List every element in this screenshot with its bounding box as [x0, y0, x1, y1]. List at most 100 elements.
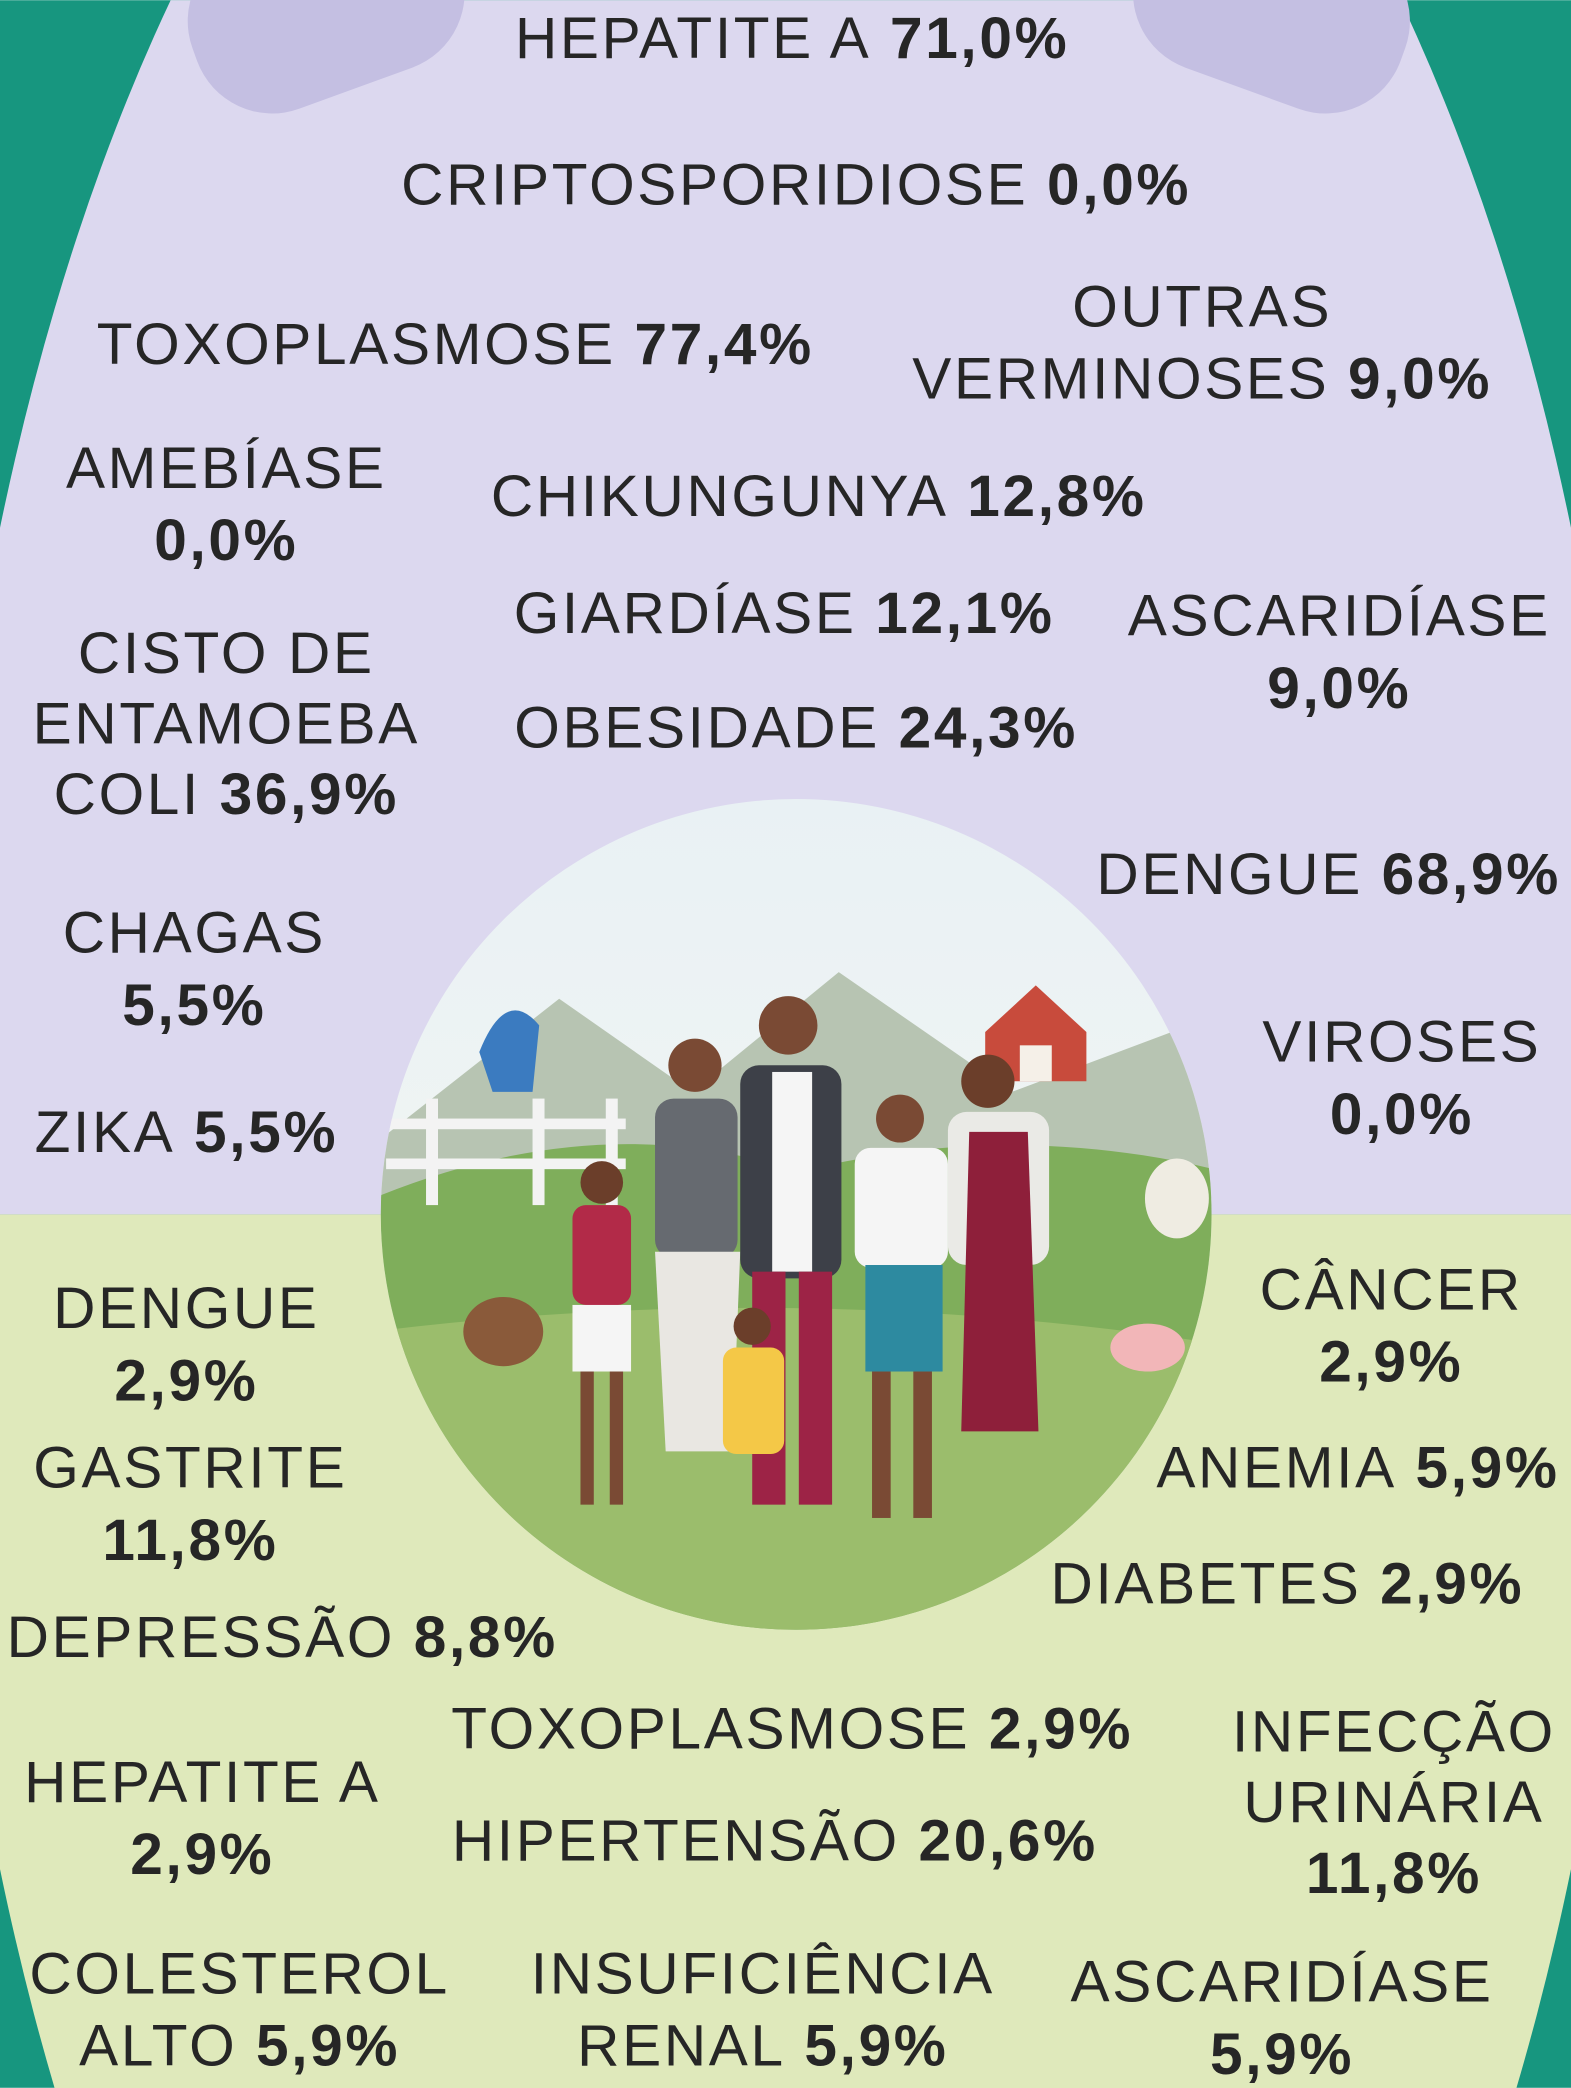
disease-item: HEPATITE A 71,0% [515, 6, 1069, 71]
disease-name: URINÁRIA [1243, 1770, 1544, 1835]
disease-name: ASCARIDÍASE [1128, 584, 1551, 649]
disease-value: 11,8% [1306, 1841, 1482, 1906]
item-line: CHIKUNGUNYA 12,8% [491, 464, 1147, 529]
disease-name: OUTRAS [1072, 275, 1332, 340]
disease-name: TOXOPLASMOSE [451, 1697, 970, 1762]
item-line: CÂNCER [1260, 1258, 1523, 1323]
item-line: OUTRAS [1072, 275, 1332, 340]
item-line: CHAGAS [63, 901, 326, 966]
disease-name: CRIPTOSPORIDIOSE [401, 153, 1028, 218]
disease-name: VIROSES [1262, 1010, 1541, 1075]
item-line: VIROSES [1262, 1010, 1541, 1075]
disease-item: GIARDÍASE 12,1% [514, 581, 1055, 646]
disease-value: 77,4% [634, 313, 813, 378]
disease-name: COLI [54, 762, 201, 827]
item-line: ASCARIDÍASE [1128, 584, 1551, 649]
item-line: GASTRITE [33, 1436, 347, 1501]
item-line: VERMINOSES 9,0% [912, 347, 1492, 412]
disease-value: 24,3% [899, 696, 1078, 761]
disease-value: 71,0% [890, 6, 1069, 71]
disease-name: RENAL [577, 2014, 786, 2079]
disease-item: DEPRESSÃO 8,8% [7, 1604, 558, 1670]
disease-value: 0,0% [154, 508, 298, 573]
disease-name: ALTO [79, 2014, 237, 2079]
page: HEPATITE A 71,0% CRIPTOSPORIDIOSE 0,0% TOXOP… [0, 0, 1571, 2088]
disease-name: TOXOPLASMOSE [97, 313, 616, 378]
disease-name: ZIKA [35, 1101, 176, 1166]
disease-name: ENTAMOEBA [33, 692, 420, 757]
disease-name: VERMINOSES [912, 347, 1329, 412]
item-line: ENTAMOEBA [33, 692, 420, 757]
item-line: ASCARIDÍASE [1071, 1950, 1494, 2015]
disease-value: 5,9% [256, 2014, 400, 2079]
disease-value: 0,0% [1330, 1082, 1474, 1147]
disease-name: HEPATITE A [515, 6, 871, 71]
disease-value: 9,0% [1348, 347, 1492, 412]
item-line: DIABETES 2,9% [1051, 1552, 1525, 1617]
disease-value: 2,9% [1319, 1330, 1463, 1395]
item-line: HIPERTENSÃO 20,6% [452, 1808, 1098, 1874]
disease-name: OBESIDADE [514, 696, 880, 761]
disease-value: 20,6% [918, 1809, 1097, 1874]
disease-name: CISTO DE [78, 621, 375, 686]
infographic: HEPATITE A 71,0% CRIPTOSPORIDIOSE 0,0% TOXOP… [0, 0, 1571, 2088]
item-line: RENAL 5,9% [577, 2014, 948, 2079]
disease-name: DIABETES [1051, 1552, 1362, 1617]
disease-name: ANEMIA [1156, 1436, 1397, 1501]
disease-value: 0,0% [1047, 153, 1191, 218]
disease-item: OBESIDADE 24,3% [514, 696, 1078, 761]
disease-name: CHAGAS [63, 901, 326, 966]
disease-value: 2,9% [114, 1348, 258, 1413]
item-line: CRIPTOSPORIDIOSE 0,0% [401, 153, 1191, 218]
item-line: ANEMIA 5,9% [1156, 1436, 1559, 1501]
disease-value: 2,9% [989, 1697, 1133, 1762]
disease-value: 9,0% [1267, 656, 1411, 721]
disease-value: 2,9% [130, 1822, 274, 1887]
item-line: TOXOPLASMOSE 2,9% [451, 1697, 1133, 1762]
item-line: GIARDÍASE 12,1% [514, 581, 1055, 646]
disease-name: GIARDÍASE [514, 581, 857, 646]
disease-item: ANEMIA 5,9% [1156, 1436, 1559, 1501]
disease-name: COLESTEROL [29, 1942, 449, 2007]
disease-item: TOXOPLASMOSE 2,9% [451, 1697, 1133, 1762]
disease-name: CHIKUNGUNYA [491, 464, 949, 529]
disease-name: CÂNCER [1260, 1258, 1523, 1323]
disease-item: HIPERTENSÃO 20,6% [452, 1808, 1098, 1874]
disease-item: TOXOPLASMOSE 77,4% [97, 313, 814, 378]
disease-value: 5,5% [122, 973, 266, 1038]
disease-name: INFECÇÃO [1232, 1699, 1556, 1765]
disease-value: 12,1% [875, 581, 1054, 646]
item-line: INFECÇÃO [1232, 1699, 1556, 1765]
disease-value: 68,9% [1382, 842, 1561, 907]
disease-item: CHIKUNGUNYA 12,8% [491, 464, 1147, 529]
disease-name: DEPRESSÃO [7, 1604, 395, 1670]
disease-value: 5,5% [194, 1101, 338, 1166]
disease-name: ASCARIDÍASE [1071, 1950, 1494, 2015]
disease-value: 12,8% [967, 464, 1146, 529]
disease-value: 5,9% [804, 2014, 948, 2079]
item-line: COLI 36,9% [54, 762, 399, 827]
item-line: HEPATITE A 71,0% [515, 6, 1069, 71]
disease-name: INSUFICIÊNCIA [531, 1942, 995, 2007]
disease-value: 36,9% [220, 762, 399, 827]
item-line: CISTO DE [78, 621, 375, 686]
disease-name: HIPERTENSÃO [452, 1808, 900, 1874]
item-line: AMEBÍASE [66, 436, 387, 501]
item-line: COLESTEROL [29, 1942, 449, 2007]
item-line: DENGUE [53, 1276, 320, 1341]
disease-item: DIABETES 2,9% [1051, 1552, 1525, 1617]
disease-value: 5,9% [1210, 2022, 1354, 2087]
disease-value: 5,9% [1415, 1436, 1559, 1501]
disease-value: 2,9% [1380, 1552, 1524, 1617]
item-line: OBESIDADE 24,3% [514, 696, 1078, 761]
item-line: DEPRESSÃO 8,8% [7, 1604, 558, 1670]
item-line: INSUFICIÊNCIA [531, 1942, 995, 2007]
disease-name: GASTRITE [33, 1436, 347, 1501]
disease-name: DENGUE [53, 1276, 320, 1341]
item-line: HEPATITE A [24, 1750, 380, 1815]
disease-value: 8,8% [414, 1605, 558, 1670]
item-line: URINÁRIA [1243, 1770, 1544, 1835]
